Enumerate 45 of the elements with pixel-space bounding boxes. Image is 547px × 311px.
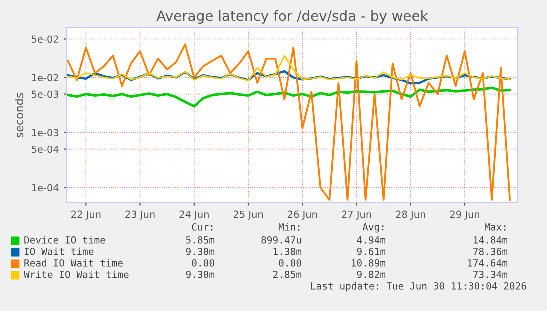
y-tick-label: 5e-02 bbox=[32, 36, 58, 44]
text: Avg: bbox=[362, 224, 384, 233]
text: 9.30m bbox=[186, 270, 215, 278]
text: 78.36m bbox=[474, 248, 508, 256]
x-tick-label: 29 Jun bbox=[450, 210, 480, 220]
line-series bbox=[67, 44, 512, 201]
text: 9.30m bbox=[186, 248, 215, 256]
line-series bbox=[67, 55, 511, 82]
text: 9.61m bbox=[357, 248, 386, 256]
legend-label: Device IO time bbox=[24, 236, 106, 244]
x-tick-label: 22 Jun bbox=[72, 210, 101, 220]
legend-label: Write IO Wait time bbox=[24, 270, 129, 278]
text: 10.89m bbox=[352, 259, 386, 267]
x-tick-label: 24 Jun bbox=[180, 210, 209, 220]
text: Min: bbox=[278, 223, 300, 231]
y-tick-label: 1e-04 bbox=[32, 184, 59, 192]
chart-title: Average latency for /dev/sda - by week bbox=[156, 10, 428, 24]
legend-label: IO Wait time bbox=[24, 248, 94, 256]
y-tick-label: 1e-02 bbox=[32, 74, 58, 82]
text: 2.85m bbox=[273, 270, 302, 278]
text: Last update: Tue Jun 30 11:30:04 2026 bbox=[311, 282, 526, 292]
text: 5.85m bbox=[186, 236, 215, 244]
text: 9.82m bbox=[357, 270, 386, 278]
y-tick-label: 5e-03 bbox=[32, 90, 59, 98]
y-tick-label: 5e-04 bbox=[32, 146, 59, 154]
text: 73.34m bbox=[474, 270, 508, 278]
text: Max: bbox=[484, 224, 506, 231]
legend-label: Read IO Wait time bbox=[24, 259, 123, 267]
text: 899.47u bbox=[262, 236, 302, 244]
x-tick-label: 26 Jun bbox=[288, 210, 318, 220]
text: 174.64m bbox=[468, 259, 508, 267]
x-tick-label: 23 Jun bbox=[126, 210, 155, 220]
text: 1.38m bbox=[274, 248, 302, 256]
line-series bbox=[67, 70, 512, 85]
x-tick-label: 25 Jun bbox=[234, 210, 264, 220]
x-tick-label: 27 Jun bbox=[342, 210, 372, 220]
y-axis-title: seconds bbox=[15, 93, 24, 138]
text: 0.00 bbox=[279, 259, 302, 267]
x-tick-label: 28 Jun bbox=[396, 210, 426, 220]
text: 4.94m bbox=[357, 236, 386, 244]
y-tick-label: 1e-03 bbox=[32, 129, 59, 137]
text: 0.00 bbox=[192, 259, 214, 267]
text: Cur: bbox=[192, 223, 213, 231]
text: 14.84m bbox=[474, 236, 508, 244]
line-series bbox=[67, 86, 512, 108]
